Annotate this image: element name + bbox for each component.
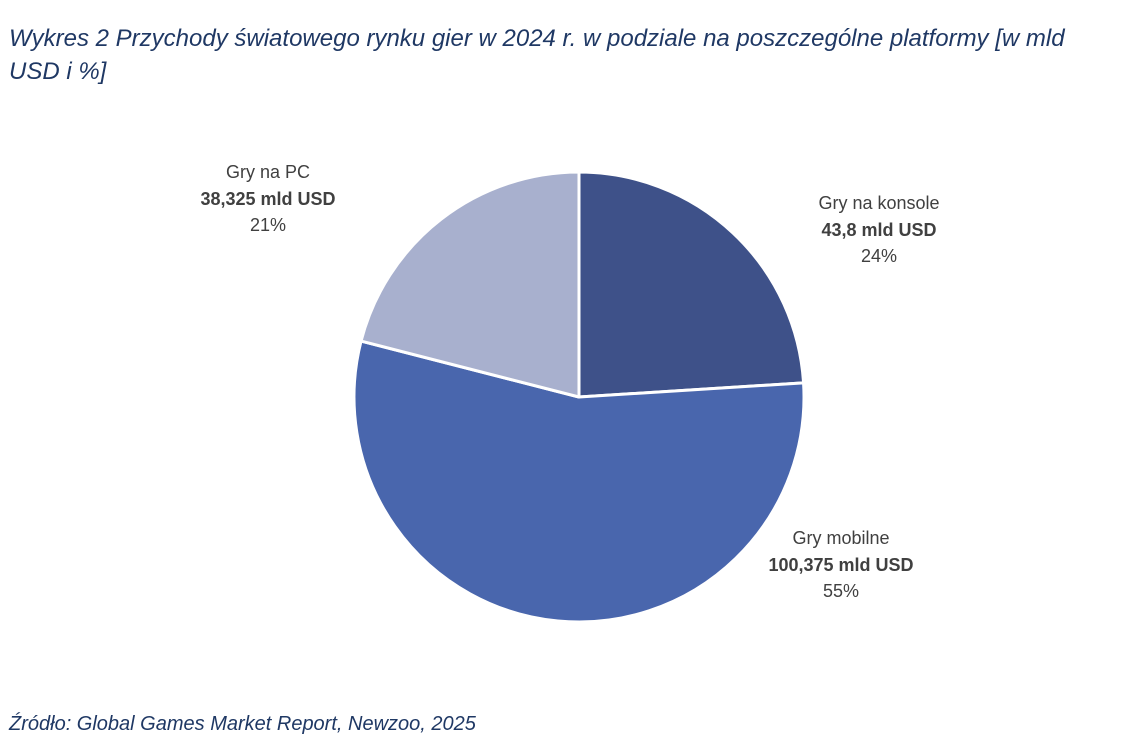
chart-title: Wykres 2 Przychody światowego rynku gier…	[9, 25, 1065, 85]
slice-label: Gry na PC	[225, 162, 311, 182]
slice-value: 43,8 mld USD	[821, 219, 937, 240]
slice-label: Gry mobilne	[792, 528, 890, 548]
pie-slice-gry-mobilne	[352, 339, 806, 624]
data-label-gry-mobilne: Gry mobilne 100,375 mld USD 55%	[768, 525, 913, 605]
slice-label: Gry na konsole	[818, 193, 940, 213]
source-note: Źródło: Global Games Market Report, Newz…	[9, 713, 476, 735]
data-label-gry-na-konsole: Gry na konsole 43,8 mld USD 24%	[818, 190, 939, 270]
slice-value: 38,325 mld USD	[200, 188, 336, 209]
slice-percent: 24%	[860, 246, 898, 266]
pie-slices	[352, 170, 806, 624]
pie-slice-gry-na-pc	[359, 170, 581, 399]
slice-percent: 55%	[822, 581, 860, 601]
slice-value: 100,375 mld USD	[768, 554, 914, 575]
slice-percent: 21%	[249, 215, 287, 235]
pie-slice-gry-na-konsole	[577, 170, 806, 399]
data-label-gry-na-pc: Gry na PC 38,325 mld USD 21%	[200, 159, 335, 239]
